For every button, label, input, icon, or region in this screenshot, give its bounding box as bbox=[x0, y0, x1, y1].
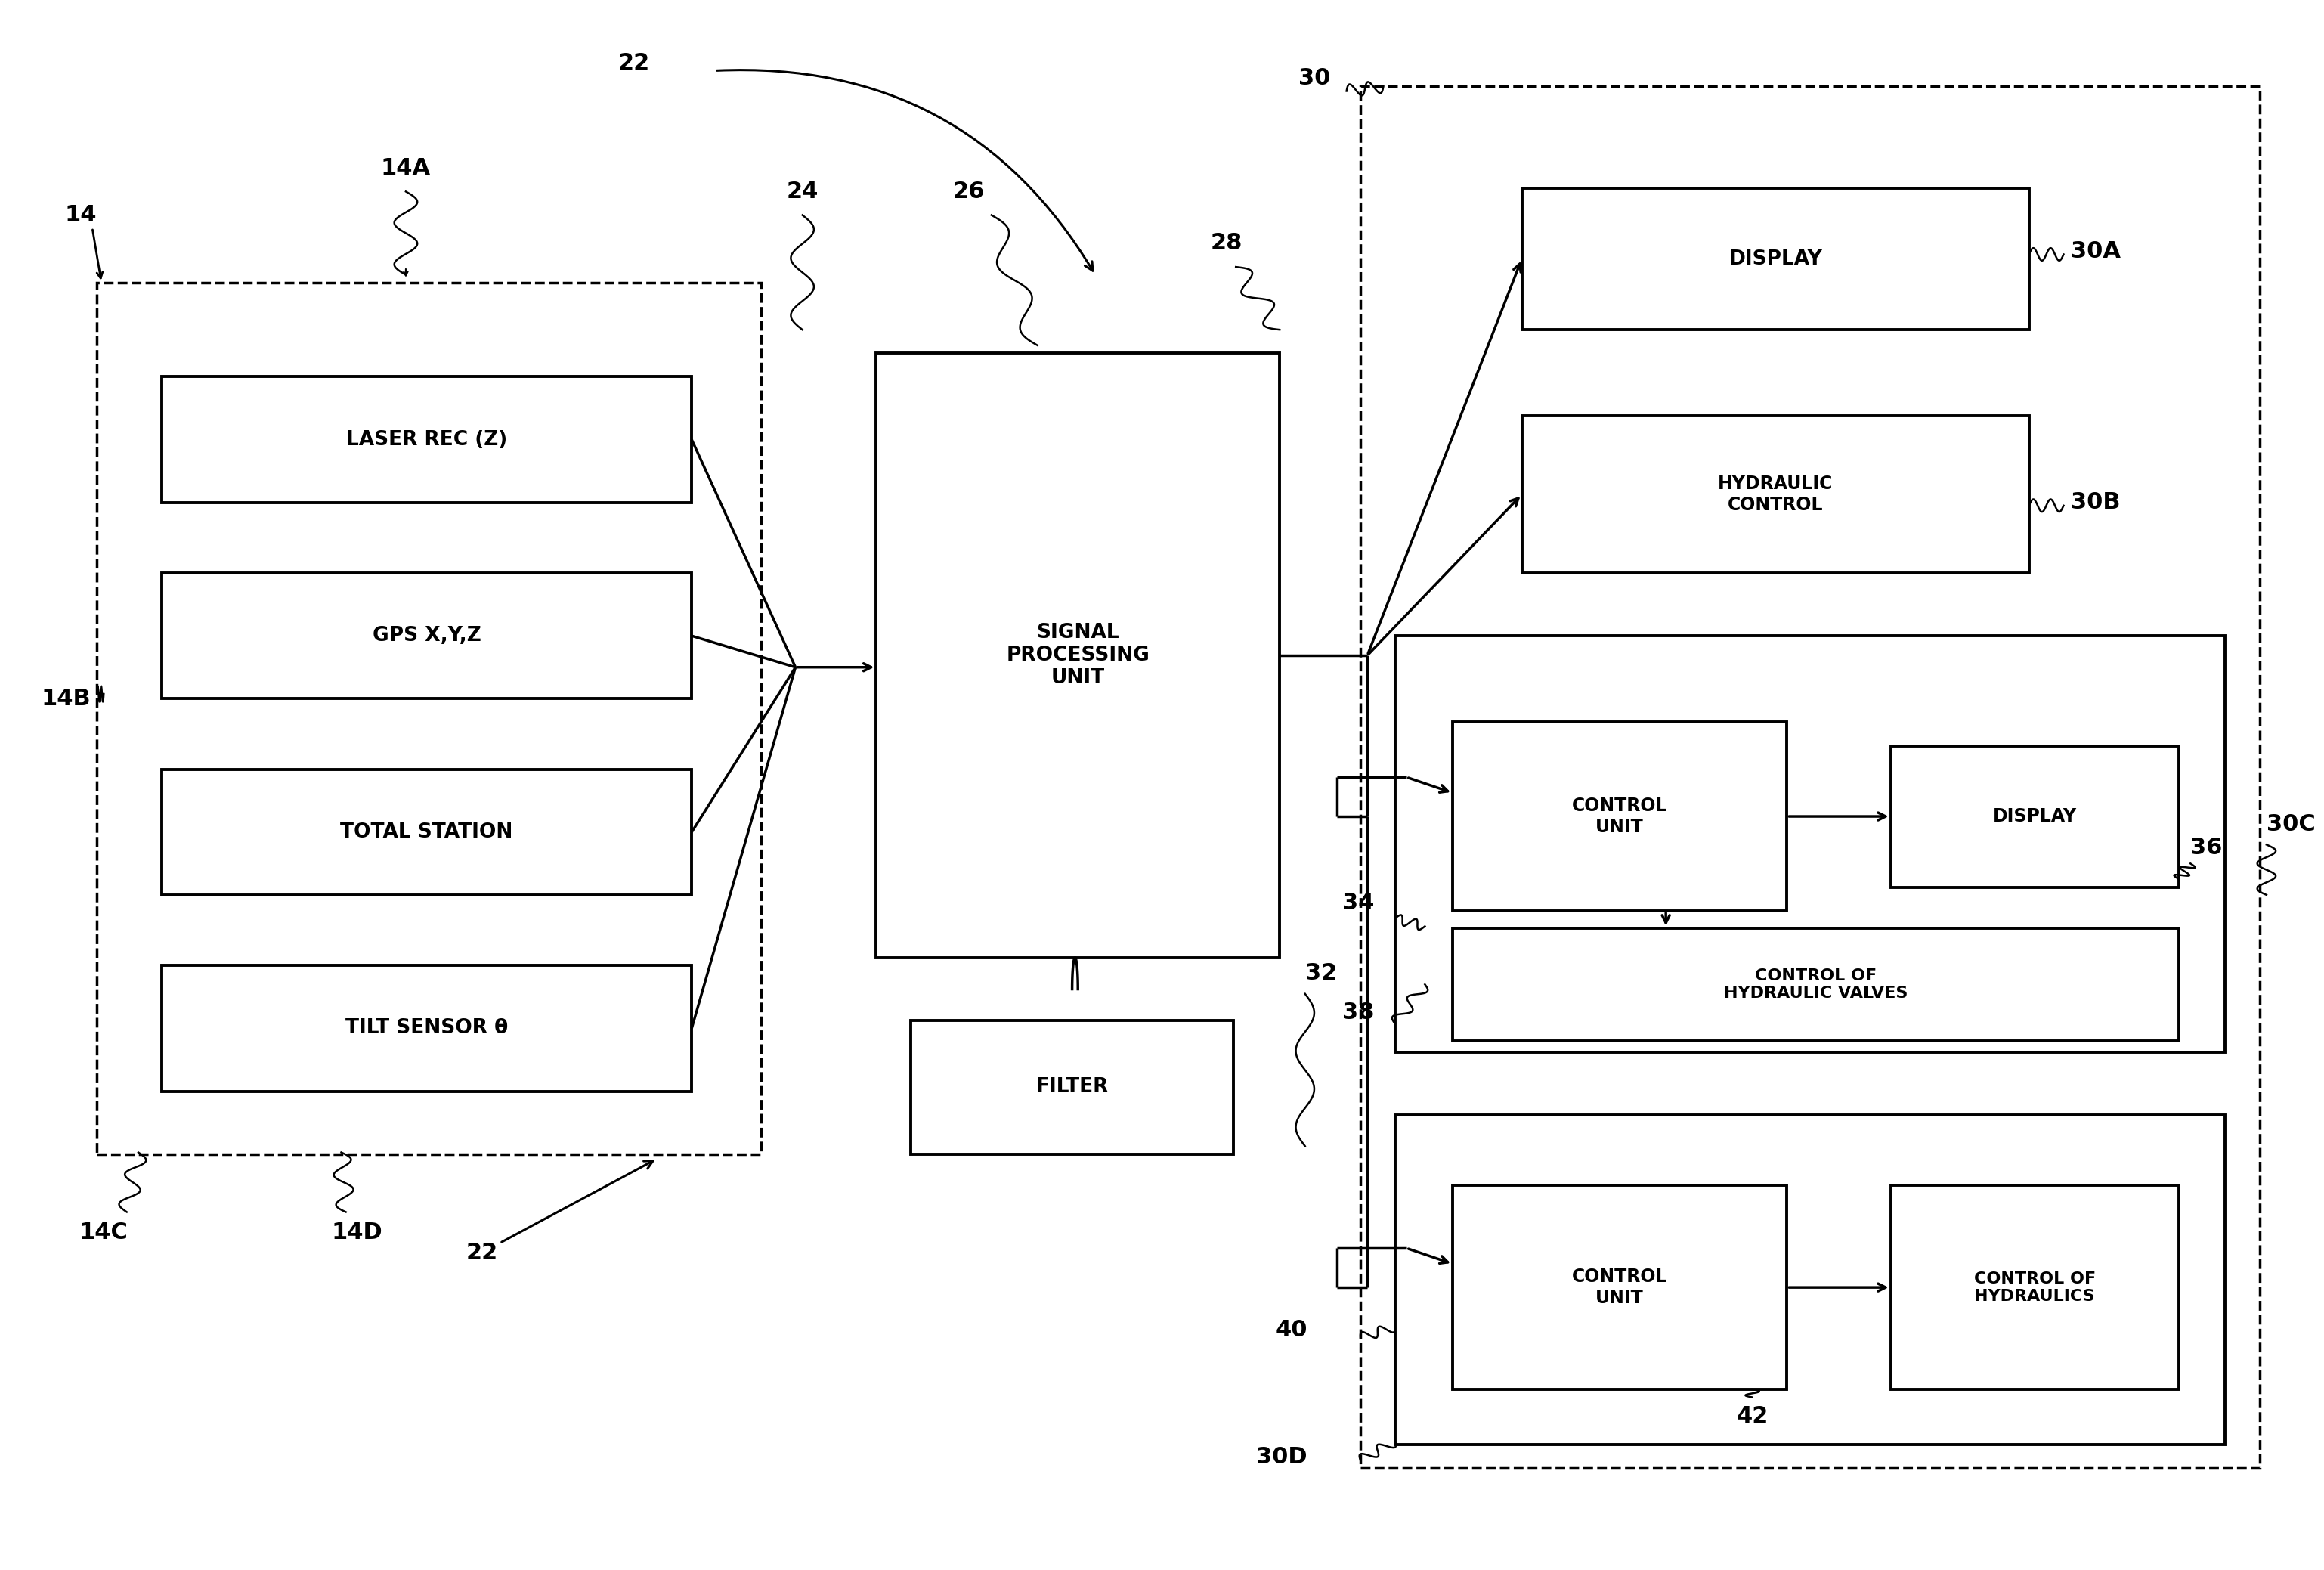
Text: 30C: 30C bbox=[2266, 813, 2315, 835]
Text: 14A: 14A bbox=[381, 157, 430, 179]
Bar bbox=[911, 1020, 1234, 1154]
Text: SIGNAL
PROCESSING
UNIT: SIGNAL PROCESSING UNIT bbox=[1006, 623, 1150, 688]
Text: CONTROL OF
HYDRAULICS: CONTROL OF HYDRAULICS bbox=[1973, 1272, 2096, 1303]
Bar bbox=[1452, 1185, 1787, 1389]
Bar bbox=[1394, 636, 2224, 1052]
Text: 30D: 30D bbox=[1257, 1446, 1308, 1468]
Text: 34: 34 bbox=[1343, 892, 1373, 914]
Text: 32: 32 bbox=[1306, 962, 1336, 984]
Text: CONTROL OF
HYDRAULIC VALVES: CONTROL OF HYDRAULIC VALVES bbox=[1724, 969, 1908, 1000]
Text: 14C: 14C bbox=[79, 1221, 128, 1243]
Bar bbox=[98, 283, 760, 1154]
Text: FILTER: FILTER bbox=[1037, 1077, 1109, 1097]
Bar bbox=[160, 769, 693, 895]
Bar bbox=[1360, 86, 2259, 1468]
Bar bbox=[1394, 1115, 2224, 1444]
Bar bbox=[1892, 1185, 2180, 1389]
Text: 22: 22 bbox=[465, 1160, 653, 1264]
Text: 40: 40 bbox=[1276, 1319, 1308, 1341]
Text: 38: 38 bbox=[1343, 1002, 1373, 1024]
Bar bbox=[1452, 928, 2180, 1041]
Text: 30: 30 bbox=[1299, 68, 1329, 89]
Text: 14D: 14D bbox=[332, 1221, 383, 1243]
Bar bbox=[1522, 416, 2029, 573]
Text: LASER REC (Z): LASER REC (Z) bbox=[346, 430, 507, 449]
Bar bbox=[160, 966, 693, 1091]
Bar bbox=[876, 353, 1281, 958]
Bar bbox=[160, 377, 693, 502]
Text: 24: 24 bbox=[786, 181, 818, 203]
Text: CONTROL
UNIT: CONTROL UNIT bbox=[1571, 798, 1669, 835]
Text: TILT SENSOR θ: TILT SENSOR θ bbox=[346, 1019, 509, 1038]
Bar bbox=[1452, 722, 1787, 911]
Text: 14B: 14B bbox=[42, 688, 91, 710]
Text: CONTROL
UNIT: CONTROL UNIT bbox=[1571, 1269, 1669, 1306]
Bar bbox=[1892, 746, 2180, 887]
Text: 30B: 30B bbox=[2071, 491, 2119, 513]
Bar bbox=[160, 573, 693, 699]
Text: 42: 42 bbox=[1736, 1405, 1769, 1427]
Bar bbox=[1522, 188, 2029, 330]
Text: 28: 28 bbox=[1211, 232, 1243, 254]
Text: 26: 26 bbox=[953, 181, 985, 203]
Text: 22: 22 bbox=[618, 52, 651, 74]
Text: GPS X,Y,Z: GPS X,Y,Z bbox=[372, 626, 481, 645]
Text: 36: 36 bbox=[2192, 837, 2222, 859]
Text: DISPLAY: DISPLAY bbox=[1729, 250, 1822, 268]
Text: 30A: 30A bbox=[2071, 240, 2119, 262]
Text: TOTAL STATION: TOTAL STATION bbox=[339, 823, 514, 842]
Text: DISPLAY: DISPLAY bbox=[1992, 807, 2078, 826]
Text: HYDRAULIC
CONTROL: HYDRAULIC CONTROL bbox=[1717, 476, 1834, 513]
Text: 14: 14 bbox=[65, 204, 98, 226]
